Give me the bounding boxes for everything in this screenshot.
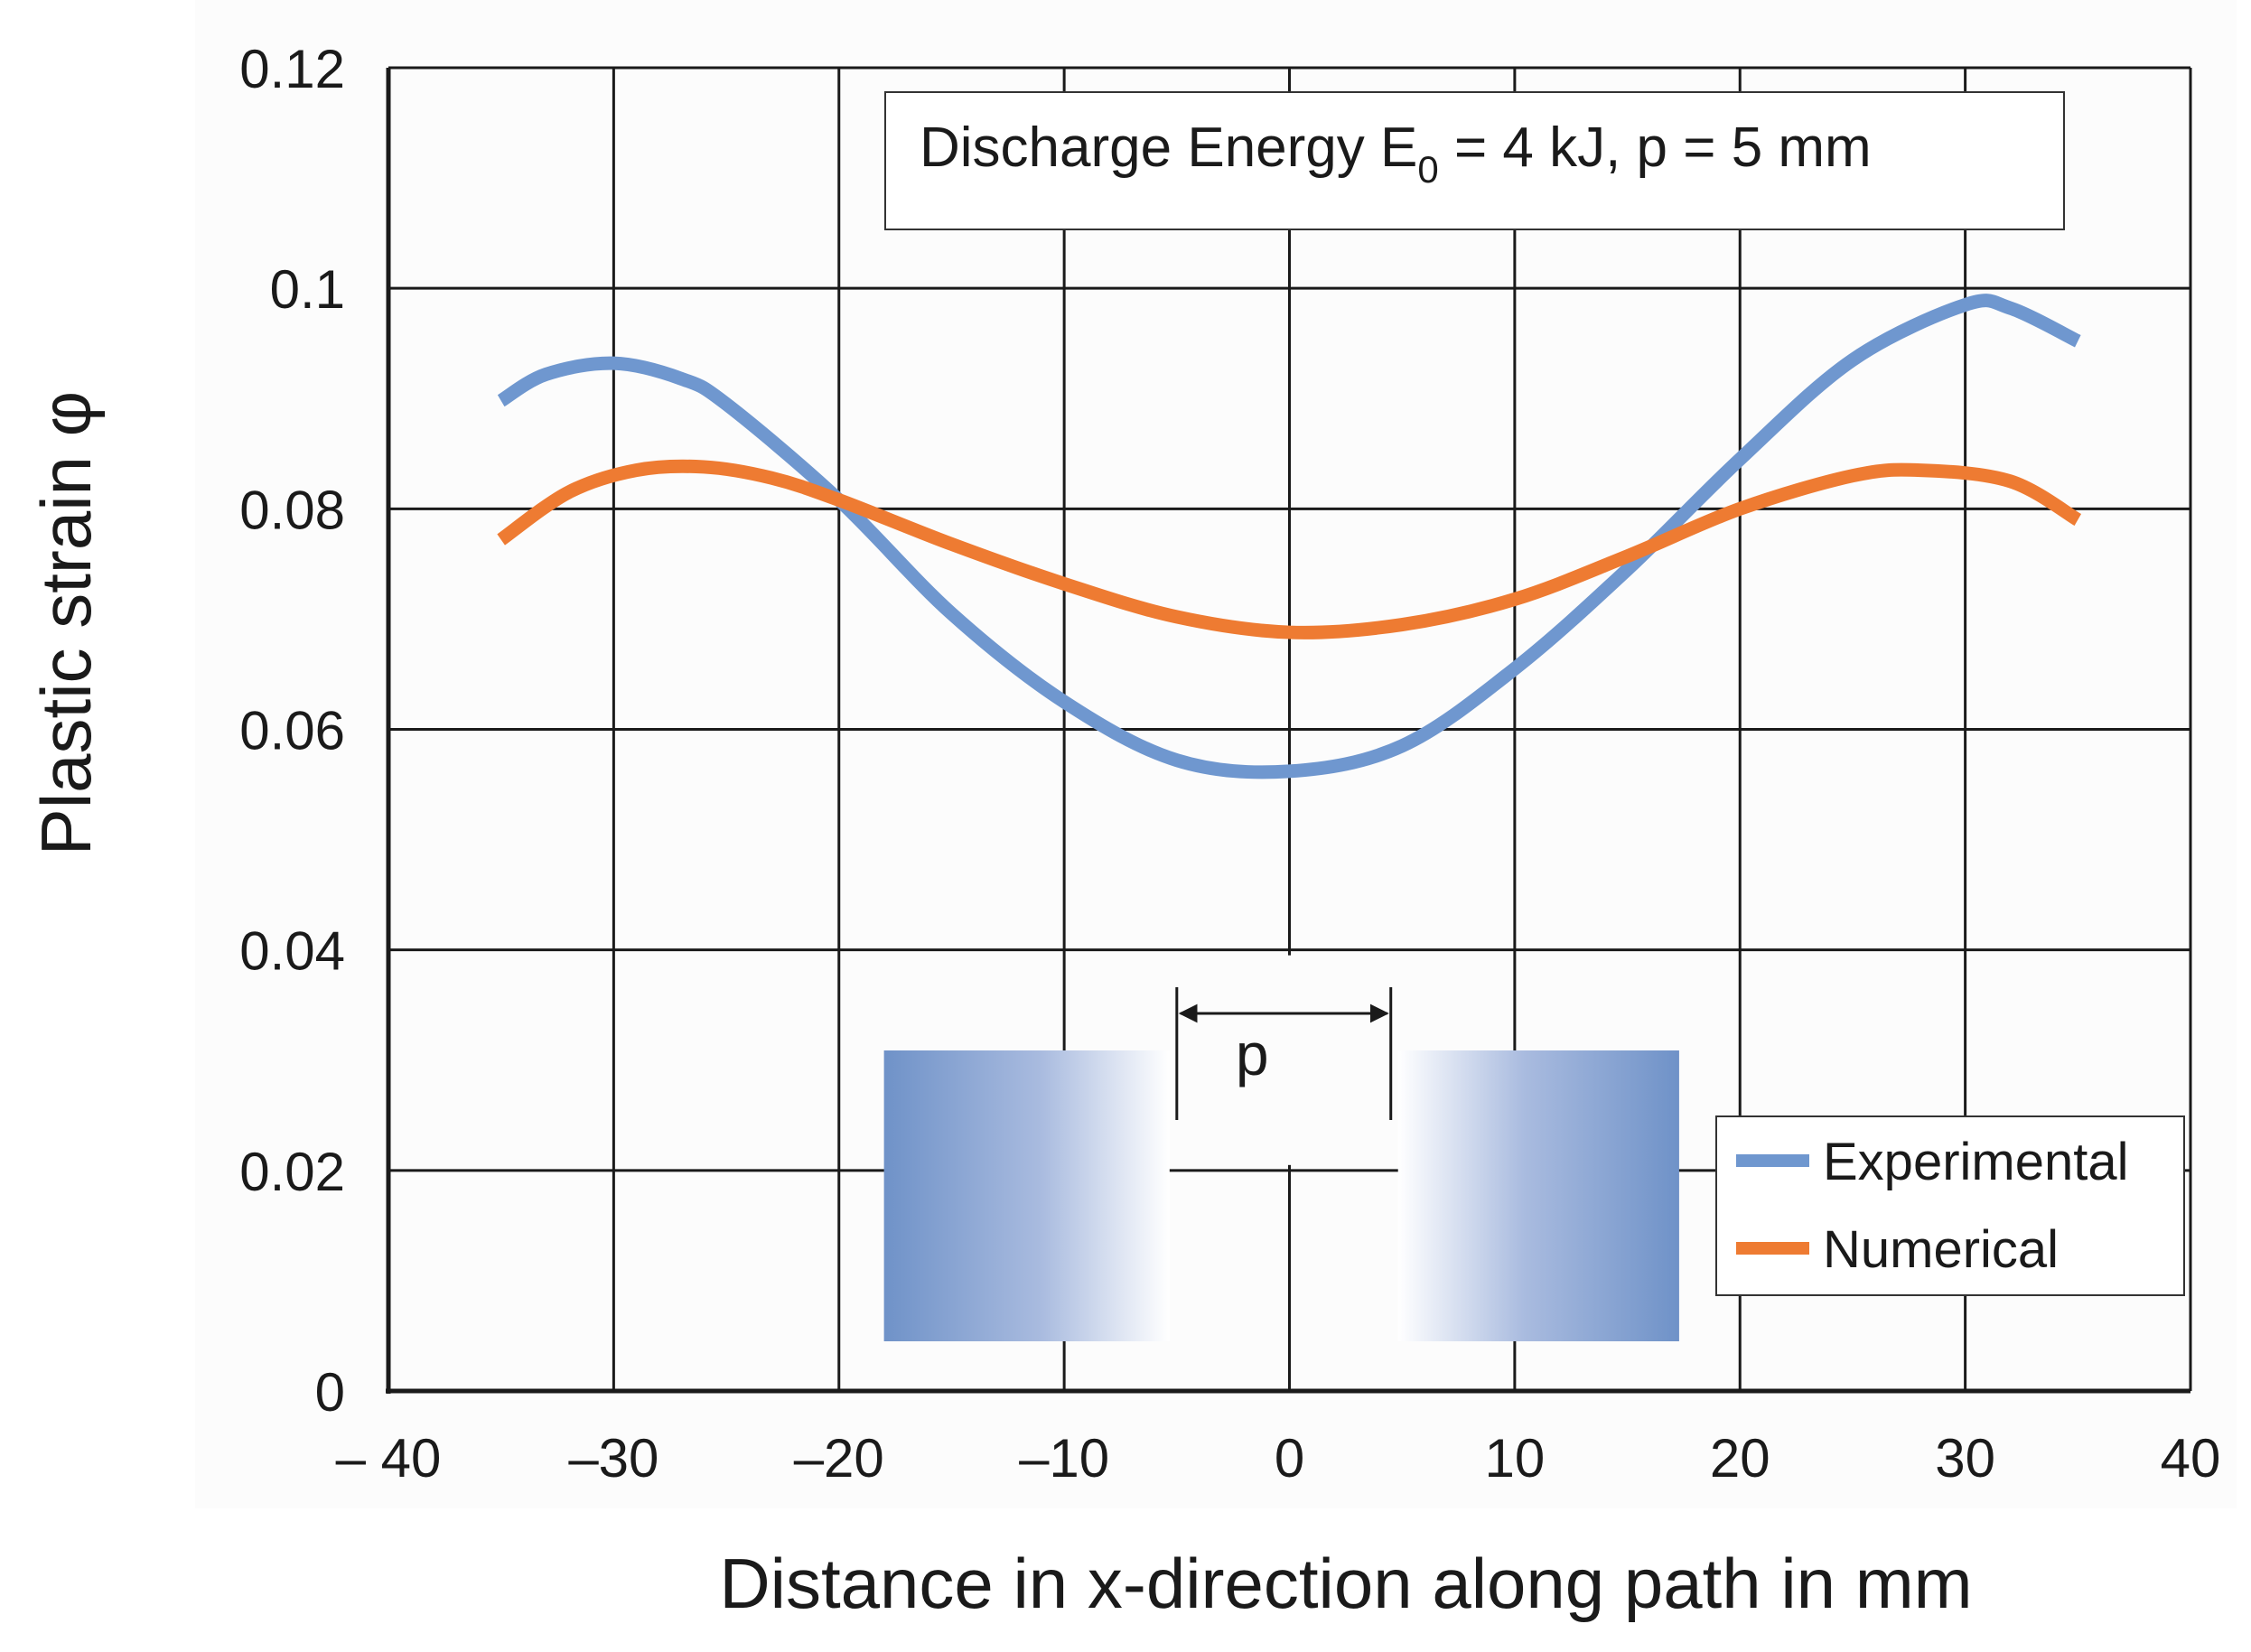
x-tick-label: –10 [1019,1428,1109,1489]
y-tick-label: 0.1 [270,259,345,320]
grid-lines [388,66,2192,1391]
annotation-subscript: 0 [1417,148,1438,191]
legend-label-numerical: Numerical [1823,1220,2059,1279]
x-tick-label: 0 [1275,1428,1304,1489]
y-tick-label: 0.04 [239,921,345,982]
series-line-numerical [497,459,2082,639]
series-lines [497,294,2082,779]
x-tick-label: 30 [1935,1428,1995,1489]
inset-dimension-label: p [1236,1021,1269,1087]
legend-label-experimental: Experimental [1823,1133,2128,1191]
inset-block-left [883,1050,1170,1341]
x-tick-label: 20 [1710,1428,1770,1489]
legend: Experimental Numerical [1715,1115,2185,1296]
annotation-frame [884,91,2065,230]
y-tick-label: 0.02 [239,1142,345,1202]
inset-block-right [1397,1050,1679,1341]
annotation-prefix: Discharge Energy E [920,117,1417,179]
y-tick-label: 0.08 [239,480,345,540]
inset-diagram: p [883,955,1679,1341]
inset-gap-mask [1178,955,1389,1165]
annotation-box: Discharge Energy E0 = 4 kJ, p = 5 mm [884,91,2065,230]
y-axis-title: Plastic strain φ [26,391,106,855]
series-line-experimental [497,294,2081,779]
y-tick-label: 0 [315,1362,345,1423]
x-tick-label: 10 [1485,1428,1546,1489]
y-tick-label: 0.12 [239,39,345,99]
annotation-suffix: = 4 kJ, p = 5 mm [1439,117,1872,179]
y-tick-label: 0.06 [239,701,345,761]
x-tick-label: 40 [2161,1428,2221,1489]
x-tick-label: – 40 [336,1428,442,1489]
axes [386,68,2190,1394]
tick-labels: – 40 –30 –20 –10 0 10 20 30 40 0 0.02 0.04 0.06 0.08 0… [239,39,2220,1489]
x-axis-title: Distance in x-direction along path in mm [719,1544,1972,1623]
annotation-text: Discharge Energy E0 = 4 kJ, p = 5 mm [920,117,1872,191]
x-tick-label: –20 [794,1428,884,1489]
legend-frame [1715,1115,2185,1296]
x-tick-label: –30 [568,1428,658,1489]
